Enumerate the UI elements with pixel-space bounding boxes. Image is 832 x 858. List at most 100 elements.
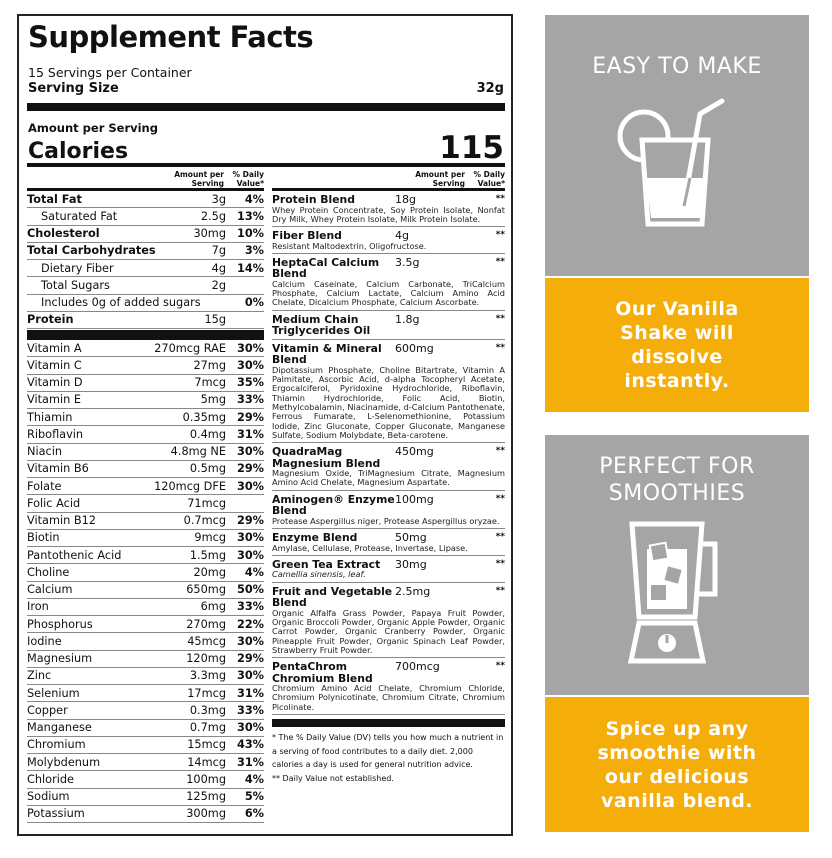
nutrient-amount: 17mcg <box>187 686 226 700</box>
nutrient-name: Vitamin B6 <box>27 462 89 476</box>
nutrient-name: Zinc <box>27 669 52 683</box>
nutrient-name: Iron <box>27 600 49 614</box>
nutrient-name: Pantothenic Acid <box>27 548 122 562</box>
blend-item: PentaChrom Chromium Blend 700mcg ** Chromi… <box>272 658 505 716</box>
blend-column: Amount per Serving % Daily Value* Protein… <box>272 168 505 785</box>
nutrient-row: Total Sugars 2g <box>27 277 264 295</box>
col-amount: Amount per Serving <box>174 170 224 188</box>
nutrient-amount: 27mg <box>193 358 226 372</box>
nutrient-name: Vitamin B12 <box>27 514 96 528</box>
divider <box>27 103 505 111</box>
nutrient-amount: 650mg <box>186 583 226 597</box>
blend-amount: 450mg <box>395 445 434 459</box>
nutrient-amount: 5mg <box>200 393 226 407</box>
divider <box>27 163 505 167</box>
col-amount: Amount per Serving <box>415 170 465 188</box>
blend-dv: ** <box>495 194 505 204</box>
nutrient-amount: 3.3mg <box>189 669 226 683</box>
nutrient-name: Phosphorus <box>27 617 93 631</box>
nutrient-row: Selenium 17mcg 31% <box>27 685 264 703</box>
nutrient-name: Iodine <box>27 634 62 648</box>
nutrient-dv: 30% <box>236 479 264 493</box>
nutrient-dv: 30% <box>236 721 264 735</box>
drink-glass-icon <box>617 98 725 227</box>
nutrient-row: Phosphorus 270mg 22% <box>27 616 264 634</box>
nutrient-row: Choline 20mg 4% <box>27 564 264 582</box>
nutrient-row: Vitamin E 5mg 33% <box>27 392 264 409</box>
footnote-not-established: ** Daily Value not established. <box>272 773 394 783</box>
servings-per-container: 15 Servings per Container <box>28 65 192 80</box>
smoothies-caption: Spice up any smoothie with our delicious… <box>545 697 809 832</box>
nutrient-dv: 5% <box>244 790 264 804</box>
nutrient-row: Magnesium 120mg 29% <box>27 651 264 668</box>
nutrient-name: Niacin <box>27 445 63 459</box>
blend-amount: 18g <box>395 193 416 206</box>
nutrient-row: Calcium 650mg 50% <box>27 582 264 599</box>
nutrient-dv: 43% <box>236 738 264 752</box>
nutrient-row: Chloride 100mg 4% <box>27 771 264 789</box>
blend-ingredients: Resistant Maltodextrin, Oligofructose. <box>272 240 427 251</box>
blend-dv: ** <box>495 532 505 543</box>
blend-dv: ** <box>495 493 505 504</box>
nutrient-amount: 0.35mg <box>182 410 226 424</box>
blend-amount: 30mg <box>395 557 427 571</box>
nutrient-row: Folate 120mcg DFE 30% <box>27 478 264 496</box>
nutrient-name: Magnesium <box>27 652 93 666</box>
nutrient-name: Chloride <box>27 772 75 786</box>
nutrient-amount: 120mg <box>186 652 226 666</box>
nutrient-name: Potassium <box>27 807 85 821</box>
nutrient-dv: 4% <box>244 565 264 579</box>
nutrient-amount: 4.8mg NE <box>170 445 226 459</box>
nutrient-row: Vitamin C 27mg 30% <box>27 357 264 375</box>
panel-title: EASY TO MAKE <box>592 54 762 79</box>
nutrient-name: Calcium <box>27 583 73 597</box>
nutrient-row: Iron 6mg 33% <box>27 599 264 616</box>
nutrient-amount: 2.5g <box>200 209 226 223</box>
panel-title-text: PERFECT FOR SMOOTHIES <box>599 454 755 506</box>
nutrient-row: Vitamin B12 0.7mcg 29% <box>27 513 264 530</box>
calories: Calories 115 <box>28 132 504 164</box>
panel-title: PERFECT FOR SMOOTHIES <box>545 453 809 507</box>
nutrient-row: Manganese 0.7mg 30% <box>27 720 264 737</box>
blend-ingredients: Chromium Amino Acid Chelate, Chromium Ch… <box>272 683 505 712</box>
blend-ingredients: Magnesium Oxide, TriMagnesium Citrate, M… <box>272 468 505 488</box>
col-dv: % Daily Value* <box>473 170 505 188</box>
blend-item: Green Tea Extract 30mg ** Camellia sinensi… <box>272 556 505 583</box>
col-dv: % Daily Value* <box>232 170 264 188</box>
blend-name: PentaChrom Chromium Blend <box>272 660 373 685</box>
panel-text: Our Vanilla Shake will dissolve instantl… <box>615 298 739 392</box>
nutrient-name: Sodium <box>27 790 70 804</box>
nutrient-name: Folate <box>27 479 62 493</box>
nutrient-name: Saturated Fat <box>41 209 118 223</box>
nutrient-amount: 15g <box>204 313 226 327</box>
blend-dv: ** <box>495 446 505 457</box>
nutrient-name: Vitamin E <box>27 393 82 407</box>
blend-dv: ** <box>495 256 505 267</box>
nutrient-amount: 20mg <box>193 565 226 579</box>
blend-ingredients: Camellia sinensis, leaf. <box>272 569 366 580</box>
nutrient-row: Dietary Fiber 4g 14% <box>27 260 264 278</box>
easy-to-make-caption: Our Vanilla Shake will dissolve instantl… <box>545 278 809 412</box>
nutrient-dv: 31% <box>236 686 264 700</box>
blend-amount: 50mg <box>395 531 427 545</box>
nutrient-name: Molybdenum <box>27 755 101 769</box>
nutrient-name: Vitamin A <box>27 341 82 355</box>
blend-amount: 1.8g <box>395 312 420 326</box>
blend-name: HeptaCal Calcium Blend <box>272 255 380 281</box>
nutrient-dv: 14% <box>236 261 264 275</box>
smoothies-panel: PERFECT FOR SMOOTHIES <box>545 435 809 695</box>
footnote-dv: * The % Daily Value (DV) tells you how m… <box>272 733 504 770</box>
blend-name: Fiber Blend <box>272 229 342 243</box>
nutrient-row: Total Carbohydrates 7g 3% <box>27 243 264 260</box>
nutrient-dv: 30% <box>236 634 264 648</box>
nutrient-name: Total Fat <box>27 192 82 206</box>
nutrient-dv: 3% <box>244 244 264 258</box>
blend-ingredients: Dipotassium Phosphate, Choline Bitartrat… <box>272 364 505 440</box>
nutrient-amount: 4g <box>211 261 226 275</box>
nutrient-name: Chromium <box>27 738 86 752</box>
nutrient-name: Vitamin D <box>27 376 83 390</box>
nutrient-dv: 30% <box>236 531 264 545</box>
panel-text: Spice up any smoothie with our delicious… <box>597 717 757 812</box>
nutrient-name: Folic Acid <box>27 496 81 510</box>
blend-amount: 2.5mg <box>395 584 431 598</box>
